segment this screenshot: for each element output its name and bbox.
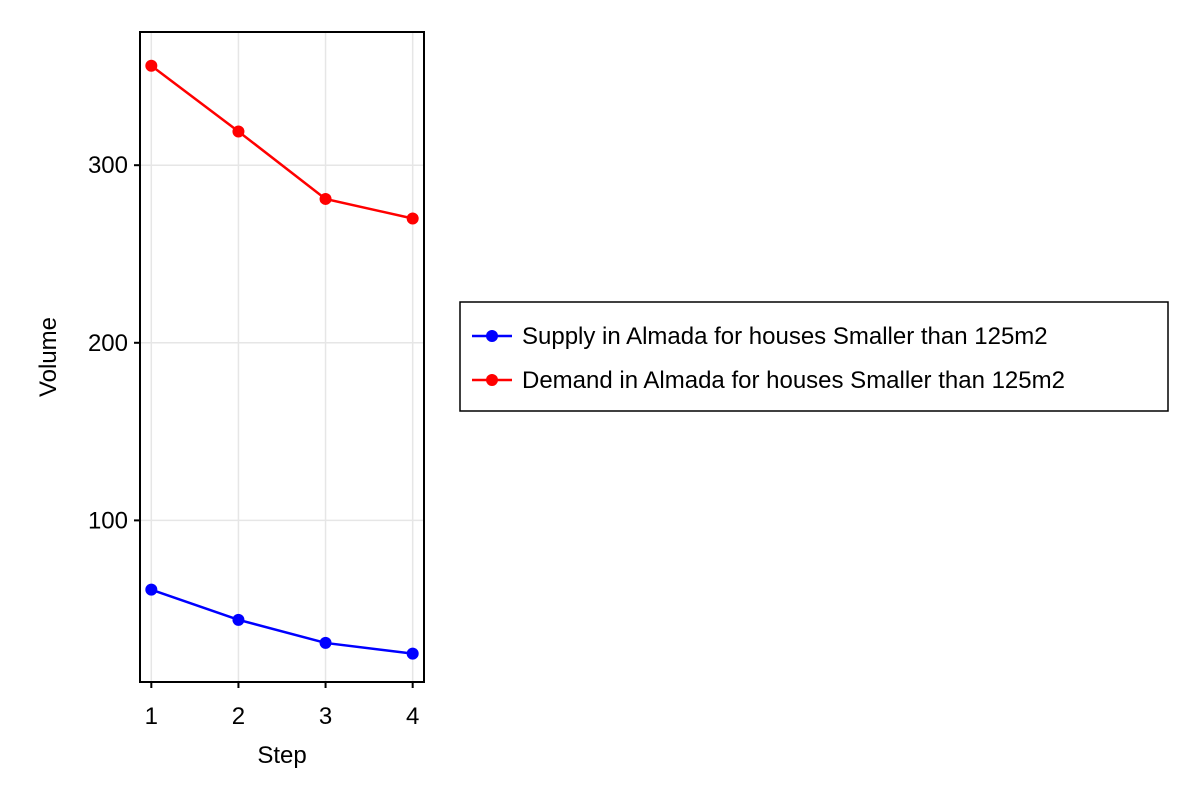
data-point-supply-4 bbox=[406, 647, 419, 660]
grid-layer bbox=[140, 32, 424, 682]
legend-box bbox=[459, 301, 1169, 412]
x-tick-label-4: 4 bbox=[406, 703, 419, 730]
x-tick-label-2: 2 bbox=[232, 703, 245, 730]
x-axis-title: Step bbox=[257, 742, 306, 769]
data-point-supply-3 bbox=[319, 636, 332, 649]
data-point-demand-1 bbox=[145, 59, 158, 72]
series-line-demand bbox=[150, 64, 413, 220]
data-point-demand-4 bbox=[406, 212, 419, 225]
legend-label-demand: Demand in Almada for houses Smaller than… bbox=[522, 367, 1065, 394]
legend-swatch-marker-demand bbox=[486, 374, 498, 386]
y-tick-label-1: 100 bbox=[88, 507, 128, 534]
legend-swatch-marker-supply bbox=[486, 330, 498, 342]
x-tick-label-3: 3 bbox=[319, 703, 332, 730]
data-point-supply-1 bbox=[145, 583, 158, 596]
legend-entry-demand: Demand in Almada for houses Smaller than… bbox=[472, 367, 1065, 394]
tick-layer: 1 2 3 4 100 200 300 bbox=[88, 152, 419, 730]
legend-label-supply: Supply in Almada for houses Smaller than… bbox=[522, 323, 1048, 350]
legend: Supply in Almada for houses Smaller than… bbox=[459, 301, 1169, 412]
series-layer bbox=[145, 59, 419, 660]
legend-entry-supply: Supply in Almada for houses Smaller than… bbox=[472, 323, 1048, 350]
y-tick-label-2: 200 bbox=[88, 330, 128, 357]
series-line-supply bbox=[150, 588, 413, 655]
y-axis-title: Volume bbox=[35, 317, 62, 397]
y-tick-label-3: 300 bbox=[88, 152, 128, 179]
data-point-demand-2 bbox=[232, 125, 245, 138]
data-point-supply-2 bbox=[232, 613, 245, 626]
x-tick-label-1: 1 bbox=[145, 703, 158, 730]
data-point-demand-3 bbox=[319, 192, 332, 205]
plot-frame bbox=[139, 31, 425, 683]
